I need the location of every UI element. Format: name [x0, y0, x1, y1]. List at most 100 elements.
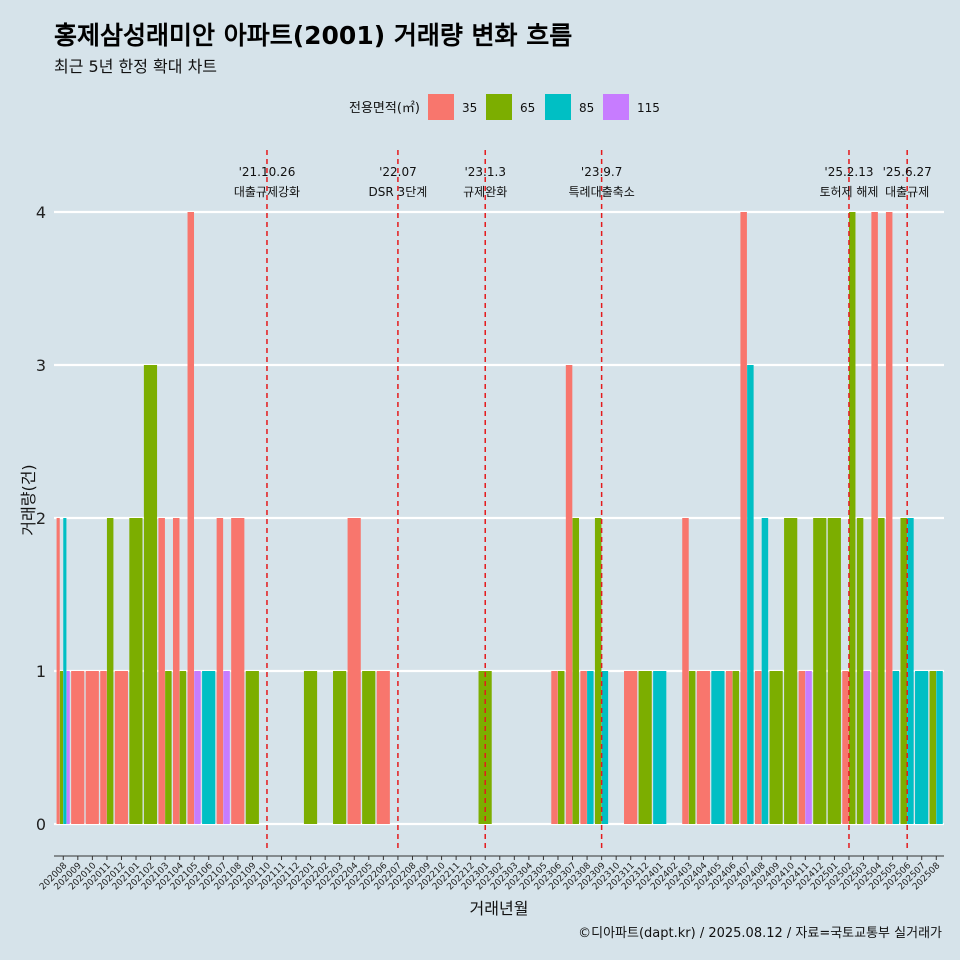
bar-202506-85 — [907, 518, 914, 824]
bar-202401-85 — [653, 671, 667, 824]
bar-202106-85 — [202, 671, 216, 824]
event-label: 특례대출축소 — [569, 185, 635, 199]
event-label: 토허제 해제 — [819, 185, 878, 199]
bar-202412-65 — [813, 518, 827, 824]
bar-202507-85 — [915, 671, 929, 824]
bar-202407-85 — [747, 365, 754, 824]
bar-202408-35 — [754, 671, 762, 824]
legend-label-65: 65 — [520, 101, 535, 115]
bar-202307-35 — [565, 365, 573, 824]
event-date: '25.6.27 — [883, 165, 932, 179]
bar-202011-65 — [106, 518, 114, 824]
bar-202102-65 — [143, 365, 158, 824]
bar-202306-65 — [557, 671, 565, 824]
bar-202009-35 — [71, 671, 85, 824]
bar-202107-115 — [223, 671, 230, 824]
bar-202010-35 — [85, 671, 99, 824]
bar-202408-85 — [761, 518, 769, 824]
bar-202503-115 — [863, 671, 871, 824]
bar-202011-35 — [100, 671, 107, 824]
bar-202312-65 — [638, 671, 652, 824]
bar-202504-65 — [878, 518, 885, 824]
bar-202008-35 — [56, 518, 60, 824]
legend-label-115: 115 — [637, 101, 660, 115]
bar-202309-65 — [594, 518, 602, 824]
y-tick-label: 0 — [36, 815, 46, 834]
bar-202105-35 — [187, 212, 195, 824]
bar-202008-115 — [66, 671, 70, 824]
bar-202508-65 — [929, 671, 937, 824]
bar-202311-35 — [624, 671, 638, 824]
bar-202502-35 — [842, 671, 849, 824]
bar-202505-35 — [885, 212, 893, 824]
legend-swatch-35 — [428, 94, 454, 120]
y-tick-label: 1 — [36, 662, 46, 681]
event-date: '23.1.3 — [464, 165, 505, 179]
event-date: '25.2.13 — [824, 165, 873, 179]
bar-202403-65 — [688, 671, 696, 824]
bar-202201-65 — [303, 671, 318, 824]
bar-202012-35 — [114, 671, 128, 824]
bar-202101-65 — [129, 518, 143, 824]
bar-202008-65 — [59, 671, 64, 824]
x-axis-title: 거래년월 — [470, 899, 529, 918]
bar-202103-65 — [165, 671, 172, 824]
chart-subtitle: 최근 5년 한정 확대 차트 — [54, 57, 218, 76]
y-tick-label: 3 — [36, 356, 46, 375]
legend-label-35: 35 — [462, 101, 477, 115]
event-label: 대출규제 — [885, 185, 929, 199]
bar-202504-35 — [871, 212, 878, 824]
bar-202306-35 — [551, 671, 558, 824]
bar-202008-85 — [63, 518, 67, 824]
bar-202204-35 — [347, 518, 361, 824]
event-date: '22.07 — [379, 165, 417, 179]
legend-title: 전용면적(㎡) — [349, 101, 420, 116]
legend-swatch-85 — [545, 94, 571, 120]
event-date: '23.9.7 — [581, 165, 622, 179]
bar-202109-65 — [245, 671, 259, 824]
legend-swatch-65 — [486, 94, 512, 120]
bar-202203-65 — [333, 671, 347, 824]
bar-202411-115 — [805, 671, 812, 824]
bar-202308-85 — [587, 671, 594, 824]
source-caption: ©디아파트(dapt.kr) / 2025.08.12 / 자료=국토교통부 실… — [578, 926, 942, 941]
bar-202104-65 — [179, 671, 187, 824]
bar-202506-65 — [900, 518, 907, 824]
bar-202410-65 — [784, 518, 798, 824]
chart-title: 홍제삼성래미안 아파트(2001) 거래량 변화 흐름 — [54, 21, 573, 50]
bar-202403-35 — [682, 518, 689, 824]
bar-202308-35 — [580, 671, 587, 824]
bar-202508-85 — [936, 671, 943, 824]
y-tick-label: 4 — [36, 203, 46, 222]
event-label: 대출규제강화 — [234, 185, 300, 199]
bar-202307-65 — [572, 518, 580, 824]
bar-202406-35 — [725, 671, 733, 824]
bar-202205-65 — [362, 671, 376, 824]
bar-202407-35 — [740, 212, 747, 824]
bar-202104-35 — [172, 518, 180, 824]
bar-202411-35 — [798, 671, 806, 824]
bar-202206-35 — [376, 671, 390, 824]
bar-202501-65 — [827, 518, 841, 824]
legend-label-85: 85 — [579, 101, 594, 115]
bar-202105-115 — [194, 671, 201, 824]
legend-swatch-115 — [603, 94, 629, 120]
event-date: '21.10.26 — [239, 165, 296, 179]
bar-202406-65 — [732, 671, 740, 824]
bar-202405-85 — [711, 671, 725, 824]
bar-202505-85 — [892, 671, 900, 824]
bar-202107-35 — [216, 518, 224, 824]
event-label: 규제완화 — [463, 185, 507, 199]
bar-202404-35 — [696, 671, 710, 824]
bar-202108-35 — [231, 518, 245, 824]
y-axis-title: 거래량(건) — [19, 464, 38, 535]
event-label: DSR 3단계 — [369, 185, 428, 199]
y-tick-label: 2 — [36, 509, 46, 528]
bar-202503-65 — [856, 518, 864, 824]
bar-202409-65 — [769, 671, 783, 824]
bar-202502-65 — [848, 212, 856, 824]
bar-202309-85 — [601, 671, 609, 824]
bar-202103-35 — [158, 518, 165, 824]
